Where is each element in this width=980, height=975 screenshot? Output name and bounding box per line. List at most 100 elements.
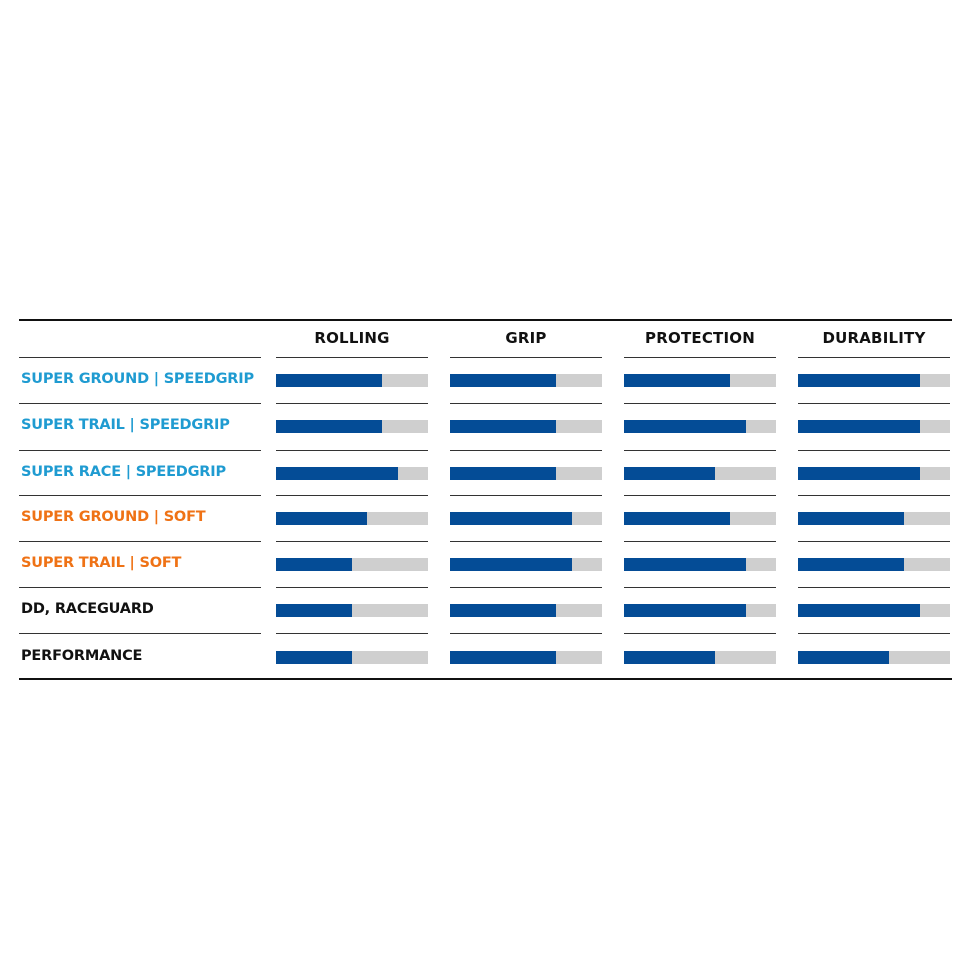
bar-track [798, 420, 950, 433]
bar-track [624, 512, 776, 525]
bar-fill [624, 420, 746, 433]
row-label: SUPER TRAIL | SPEEDGRIP [21, 417, 230, 433]
bar-track [450, 558, 602, 571]
row-divider [624, 450, 776, 451]
bar-fill [624, 512, 731, 525]
row-divider [624, 633, 776, 634]
row-label: DD, RACEGUARD [21, 601, 154, 617]
bar-track [624, 374, 776, 387]
row-divider [798, 587, 950, 588]
row-divider [276, 495, 428, 496]
bar-track [450, 604, 602, 617]
row-divider [276, 587, 428, 588]
row-label: SUPER RACE | SPEEDGRIP [21, 464, 226, 480]
bar-fill [276, 558, 352, 571]
row-divider [798, 403, 950, 404]
bar-fill [450, 467, 557, 480]
bar-fill [450, 651, 557, 664]
row-divider [450, 403, 602, 404]
bar-fill [798, 420, 920, 433]
bar-track [276, 467, 428, 480]
bar-track [276, 512, 428, 525]
row-label: SUPER GROUND | SOFT [21, 509, 206, 525]
row-divider [798, 450, 950, 451]
row-divider [19, 450, 261, 451]
bar-track [450, 512, 602, 525]
column-header: GRIP [505, 329, 547, 347]
bar-fill [276, 374, 383, 387]
row-divider [450, 495, 602, 496]
bar-fill [450, 558, 572, 571]
bar-track [276, 604, 428, 617]
bar-track [798, 374, 950, 387]
row-divider [624, 587, 776, 588]
bar-fill [624, 604, 746, 617]
bar-fill [798, 651, 890, 664]
bar-track [624, 558, 776, 571]
bottom-rule [19, 678, 952, 680]
bar-track [276, 651, 428, 664]
row-label: SUPER TRAIL | SOFT [21, 555, 182, 571]
row-divider [798, 357, 950, 358]
row-divider [276, 633, 428, 634]
row-divider [19, 495, 261, 496]
row-divider [276, 403, 428, 404]
row-divider [19, 403, 261, 404]
bar-track [450, 651, 602, 664]
bar-track [798, 558, 950, 571]
row-label: SUPER GROUND | SPEEDGRIP [21, 371, 254, 387]
bar-track [798, 512, 950, 525]
bar-fill [276, 420, 383, 433]
row-divider [624, 357, 776, 358]
row-divider [276, 357, 428, 358]
bar-fill [276, 467, 398, 480]
bar-fill [450, 512, 572, 525]
bar-track [450, 420, 602, 433]
bar-fill [624, 651, 716, 664]
bar-track [798, 651, 950, 664]
bar-fill [798, 558, 905, 571]
bar-track [624, 604, 776, 617]
row-label: PERFORMANCE [21, 648, 143, 664]
bar-fill [624, 374, 731, 387]
bar-track [276, 374, 428, 387]
row-divider [276, 541, 428, 542]
row-divider [19, 357, 261, 358]
bar-track [798, 604, 950, 617]
row-divider [450, 450, 602, 451]
column-header: PROTECTION [645, 329, 755, 347]
bar-track [450, 467, 602, 480]
bar-fill [450, 420, 557, 433]
bar-fill [624, 558, 746, 571]
bar-track [798, 467, 950, 480]
bar-fill [276, 512, 368, 525]
row-divider [450, 357, 602, 358]
bar-fill [450, 374, 557, 387]
column-header: ROLLING [314, 329, 390, 347]
bar-track [276, 558, 428, 571]
row-divider [624, 541, 776, 542]
bar-fill [798, 374, 920, 387]
bar-track [450, 374, 602, 387]
top-rule [19, 319, 952, 321]
bar-fill [624, 467, 716, 480]
row-divider [450, 587, 602, 588]
bar-track [624, 651, 776, 664]
bar-track [276, 420, 428, 433]
bar-track [624, 467, 776, 480]
row-divider [798, 495, 950, 496]
row-divider [19, 541, 261, 542]
bar-fill [276, 651, 352, 664]
row-divider [19, 633, 261, 634]
bar-fill [798, 604, 920, 617]
bar-fill [276, 604, 352, 617]
row-divider [450, 541, 602, 542]
row-divider [624, 403, 776, 404]
row-divider [450, 633, 602, 634]
row-divider [19, 587, 261, 588]
column-header: DURABILITY [822, 329, 926, 347]
bar-track [624, 420, 776, 433]
bar-fill [450, 604, 557, 617]
bar-fill [798, 467, 920, 480]
row-divider [276, 450, 428, 451]
